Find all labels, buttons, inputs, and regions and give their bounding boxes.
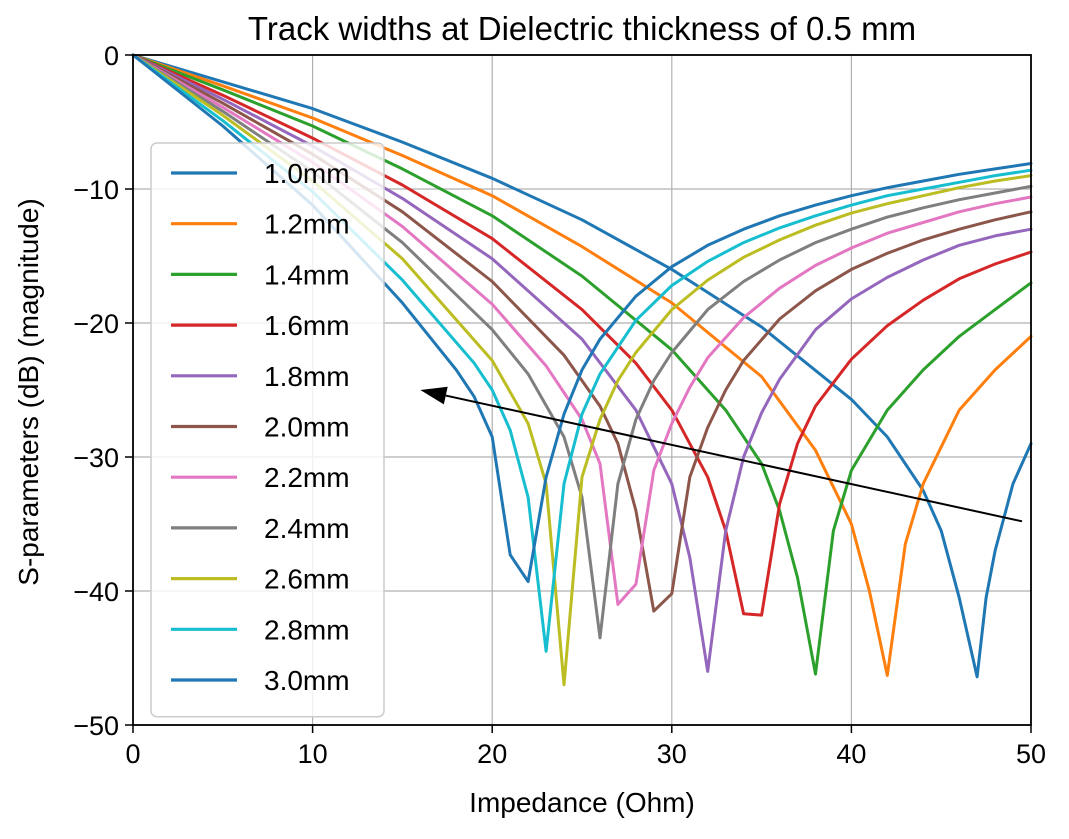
legend-label: 1.8mm [264,361,350,392]
legend-box [150,142,385,718]
x-tick-label: 0 [125,739,140,769]
x-tick-label: 10 [298,739,328,769]
y-tick-label: −40 [73,577,119,607]
y-tick-label: −20 [73,309,119,339]
ticks: 0 10 20 30 40 50 0 −10 −20 −30 −40 −50 [73,41,1046,769]
legend-label: 1.0mm [264,158,350,189]
y-axis-label: S-parameters (dB) (magnitude) [13,198,44,585]
legend-label: 2.6mm [264,564,350,595]
series-lines [131,53,1033,687]
axes-frame [132,54,1032,726]
legend-entry[interactable]: 1.0mm [171,158,350,189]
annotation [420,386,1023,523]
legend[interactable]: 1.0mm 1.2mm 1.4mm 1.6mm 1.8mm 2.0mm 2.2mm 2.4mm… [150,142,385,718]
legend-label: 1.2mm [264,209,350,240]
legend-entry[interactable]: 2.4mm [171,513,350,544]
y-tick-label: −10 [73,175,119,205]
series-line-2.2mm [131,53,1033,606]
legend-label: 3.0mm [264,665,350,696]
legend-label: 2.8mm [264,614,350,645]
plot-frame [132,54,1032,726]
series-line-2.4mm [131,53,1033,640]
legend-entry[interactable]: 1.4mm [171,259,350,290]
legend-entry[interactable]: 1.8mm [171,361,350,392]
chart-title: Track widths at Dielectric thickness of … [248,10,916,47]
legend-label: 2.2mm [264,462,350,493]
legend-label: 1.4mm [264,259,350,290]
legend-entry[interactable]: 3.0mm [171,665,350,696]
series-line-2.6mm [131,53,1033,687]
series-line-1.8mm [131,53,1033,673]
x-tick-label: 20 [477,739,507,769]
arrow-head [420,386,448,405]
x-tick-label: 50 [1016,739,1046,769]
series-line-1.6mm [131,53,1033,617]
series-line-2.0mm [131,53,1033,613]
x-tick-label: 40 [836,739,866,769]
series-line-1.0mm [131,53,1033,679]
legend-entry[interactable]: 2.8mm [171,614,350,645]
y-tick-label: 0 [104,41,119,71]
legend-entry[interactable]: 1.2mm [171,209,350,240]
legend-label: 2.0mm [264,412,350,443]
legend-entry[interactable]: 1.6mm [171,310,350,341]
legend-label: 2.4mm [264,513,350,544]
series-line-2.8mm [131,53,1033,653]
series-line-3.0mm [131,53,1033,584]
legend-entry[interactable]: 2.0mm [171,412,350,443]
legend-entry[interactable]: 2.6mm [171,564,350,595]
legend-label: 1.6mm [264,310,350,341]
x-axis-label: Impedance (Ohm) [469,787,695,818]
legend-entry[interactable]: 2.2mm [171,462,350,493]
arrow-shaft [445,394,1023,523]
y-tick-label: −30 [73,443,119,473]
y-tick-label: −50 [73,711,119,741]
x-tick-label: 30 [657,739,687,769]
